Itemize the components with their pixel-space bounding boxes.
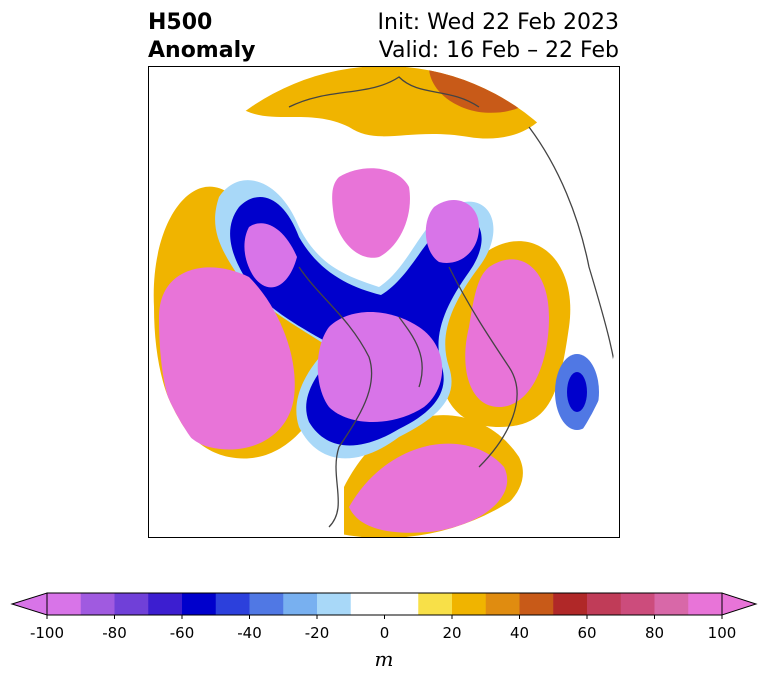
colorbar-bin <box>80 593 115 615</box>
colorbar-tick-label: 100 <box>707 624 737 642</box>
valid-range: Valid: 16 Feb – 22 Feb <box>378 38 619 63</box>
negative-core-siberia <box>425 199 479 263</box>
colorbar-extend-over <box>721 592 758 616</box>
anomaly-map <box>149 67 619 537</box>
colorbar-bin <box>485 593 520 615</box>
negative-core-arctic <box>317 312 443 422</box>
colorbar-bin <box>283 593 318 615</box>
colorbar-bin <box>148 593 183 615</box>
colorbar-ticks: -100 -80 -60 -40 -20 0 20 40 60 80 100 <box>0 624 768 644</box>
title-quantity: Anomaly <box>148 38 256 63</box>
init-time: Init: Wed 22 Feb 2023 <box>377 10 619 35</box>
colorbar-bin <box>47 593 82 615</box>
colorbar-tick-label: -40 <box>237 624 262 642</box>
colorbar-tick-label: 0 <box>379 624 390 642</box>
colorbar-bin <box>452 593 487 615</box>
colorbar-tick-label: 80 <box>644 624 665 642</box>
positive-core-atlantic <box>349 443 508 533</box>
colorbar-bin <box>418 593 453 615</box>
plot-title-left: H500 Anomaly <box>148 9 255 65</box>
negative-core-pacific <box>244 223 297 288</box>
colorbar-tick-label: -20 <box>304 624 330 642</box>
colorbar-tick-label: -60 <box>169 624 195 642</box>
colorbar-bin <box>249 593 284 615</box>
colorbar-bin <box>688 593 723 615</box>
colorbar-bin <box>215 593 250 615</box>
title-variable: H500 <box>148 10 213 35</box>
plot-title-right: Init: Wed 22 Feb 2023 Valid: 16 Feb – 22… <box>378 9 619 65</box>
positive-core-pacific <box>159 267 295 450</box>
colorbar-bin <box>182 593 217 615</box>
colorbar <box>10 592 758 619</box>
colorbar-unit-label: m <box>374 647 394 671</box>
map-panel <box>148 66 620 538</box>
colorbar-bin <box>587 593 622 615</box>
colorbar-tick-label: 40 <box>509 624 530 642</box>
colorbar-extend-under <box>10 592 48 616</box>
colorbar-tick-label: 20 <box>442 624 462 642</box>
positive-core-europe <box>465 259 549 407</box>
positive-core-ural <box>332 168 410 258</box>
colorbar-tick-label: -80 <box>102 624 127 642</box>
colorbar-bin <box>114 593 149 615</box>
colorbar-bin <box>654 593 689 615</box>
colorbar-tick-label: 60 <box>577 624 597 642</box>
colorbar-tick-label: -100 <box>29 624 65 642</box>
colorbar-bin <box>620 593 655 615</box>
colorbar-bin <box>553 593 588 615</box>
colorbar-bin <box>519 593 554 615</box>
colorbar-bin <box>317 593 352 615</box>
colorbar-bin <box>350 593 419 615</box>
